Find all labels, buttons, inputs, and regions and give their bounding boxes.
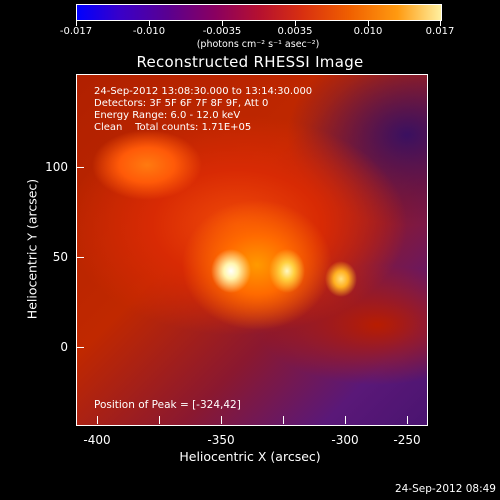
y-axis-tick-label: 50 bbox=[52, 250, 68, 264]
colorbar bbox=[76, 4, 442, 21]
info-time-range: 24-Sep-2012 13:08:30.000 to 13:14:30.000 bbox=[94, 86, 313, 97]
colorbar-tick-label: 0.0035 bbox=[277, 26, 313, 37]
info-energy-range: Energy Range: 6.0 - 12.0 keV bbox=[94, 110, 241, 121]
x-axis-tick-label: -350 bbox=[207, 433, 235, 447]
x-axis-tick-label: -300 bbox=[331, 433, 359, 447]
info-clean-counts: Clean Total counts: 1.71E+05 bbox=[94, 122, 252, 133]
y-axis-title: Heliocentric Y (arcsec) bbox=[24, 178, 40, 320]
x-axis-tick bbox=[345, 416, 346, 424]
x-axis-tick-label: -400 bbox=[83, 433, 111, 447]
y-axis-tick bbox=[76, 347, 84, 348]
y-axis-tick bbox=[76, 167, 84, 168]
x-axis-tick bbox=[407, 416, 408, 424]
x-axis-tick bbox=[97, 416, 98, 424]
colorbar-tick bbox=[149, 21, 150, 26]
y-axis-tick bbox=[76, 257, 84, 258]
colorbar-tick-label: -0.017 bbox=[59, 26, 93, 37]
x-axis-tick bbox=[221, 416, 222, 424]
y-axis-tick-label: 100 bbox=[45, 160, 68, 174]
peak-position: Position of Peak = [-324,42] bbox=[94, 399, 241, 411]
y-axis-tick-label: 0 bbox=[60, 340, 68, 354]
colorbar-tick bbox=[222, 21, 223, 26]
colorbar-units: (photons cm⁻² s⁻¹ asec⁻²) bbox=[196, 39, 320, 50]
colorbar-tick-label: 0.010 bbox=[353, 26, 383, 37]
x-axis-tick bbox=[159, 416, 160, 424]
colorbar-tick bbox=[440, 21, 441, 26]
timestamp: 24-Sep-2012 08:49 bbox=[394, 483, 496, 495]
colorbar-tick bbox=[368, 21, 369, 26]
info-detectors: Detectors: 3F 5F 6F 7F 8F 9F, Att 0 bbox=[94, 98, 269, 109]
x-axis-tick-label: -250 bbox=[393, 433, 421, 447]
x-axis-title: Heliocentric X (arcsec) bbox=[179, 449, 321, 464]
colorbar-tick bbox=[76, 21, 77, 26]
colorbar-tick-label: 0.017 bbox=[425, 26, 455, 37]
colorbar-tick bbox=[295, 21, 296, 26]
image-title: Reconstructed RHESSI Image bbox=[136, 53, 364, 71]
x-axis-tick bbox=[283, 416, 284, 424]
colorbar-tick-label: -0.010 bbox=[132, 26, 166, 37]
rhessi-image bbox=[76, 74, 428, 426]
colorbar-tick-label: -0.0035 bbox=[202, 26, 242, 37]
